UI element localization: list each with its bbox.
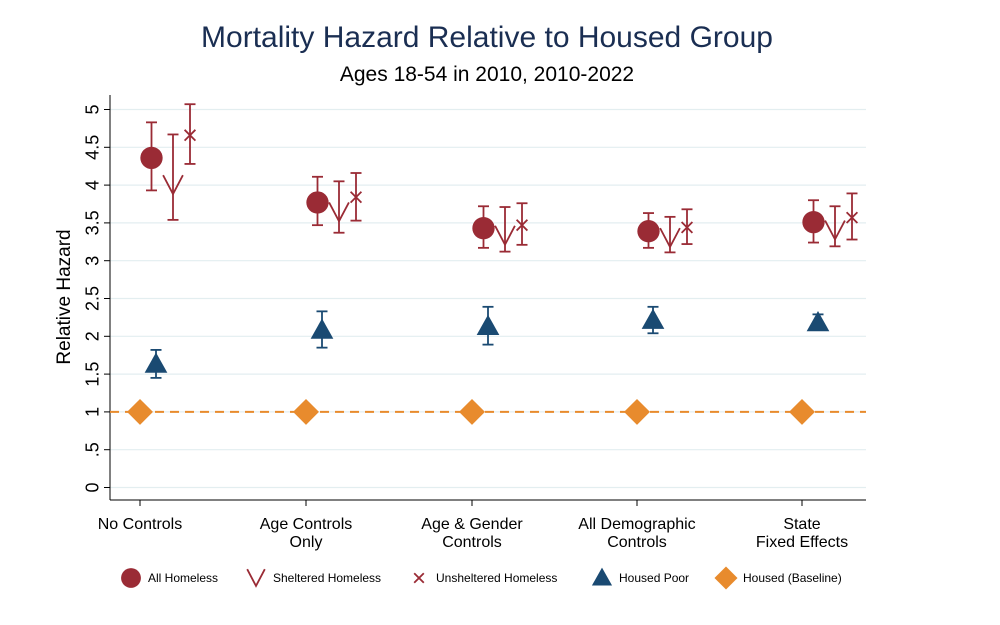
legend-item-sheltered-homeless: Sheltered Homeless: [246, 568, 381, 588]
housed-poor-marker: [476, 314, 500, 335]
unsheltered-homeless-point-0: [183, 103, 197, 165]
housed-baseline-marker: [293, 398, 319, 425]
y-tick-label: 3.5: [82, 210, 102, 235]
unsheltered-homeless-point-4: [845, 192, 859, 241]
y-tick-label: 1.5: [82, 362, 102, 387]
housed-poor-point-1: [310, 310, 334, 349]
legend-item-housed-poor: Housed Poor: [591, 567, 689, 586]
housed-baseline-point-4: [789, 398, 815, 425]
legend-label-housed-poor: Housed Poor: [619, 571, 689, 585]
sheltered-homeless-marker: [824, 220, 846, 242]
legend-item-unsheltered-homeless: Unsheltered Homeless: [413, 571, 557, 585]
x-category-label: Age Controls: [260, 516, 353, 533]
housed-baseline-marker: [127, 398, 153, 425]
housed-baseline-point-0: [127, 398, 153, 425]
y-tick-label: .5: [82, 442, 102, 457]
all-homeless-marker: [637, 220, 660, 243]
chart-subtitle: Ages 18-54 in 2010, 2010-2022: [340, 63, 634, 86]
housed-baseline-marker: [789, 398, 815, 425]
unsheltered-homeless-marker: [349, 191, 363, 204]
sheltered-homeless-marker: [494, 225, 516, 247]
x-category-label: State: [783, 516, 820, 533]
all-homeless-marker: [306, 191, 329, 214]
legend-marker-housed-baseline: [714, 566, 738, 590]
housed-baseline-point-2: [459, 398, 485, 425]
x-category-label: All Demographic: [578, 516, 695, 533]
housed-poor-marker: [310, 318, 334, 339]
legend-marker-housed-poor: [591, 567, 613, 586]
unsheltered-homeless-point-2: [515, 202, 529, 246]
all-homeless-marker: [472, 217, 495, 240]
sheltered-homeless-point-4: [824, 205, 846, 248]
y-tick-label: 4.5: [82, 135, 102, 160]
sheltered-homeless-point-3: [659, 215, 681, 254]
housed-poor-marker: [641, 308, 665, 329]
data-marks: [127, 103, 859, 425]
y-tick-label: 2: [82, 331, 102, 341]
gridlines: [110, 108, 866, 489]
housed-baseline-point-1: [293, 398, 319, 425]
all-homeless-point-4: [802, 199, 825, 244]
sheltered-homeless-marker: [659, 227, 681, 249]
housed-poor-point-3: [641, 305, 665, 335]
unsheltered-homeless-marker: [515, 219, 529, 232]
unsheltered-homeless-marker: [845, 211, 859, 224]
sheltered-homeless-point-1: [328, 180, 350, 234]
housed-baseline-marker: [624, 398, 650, 425]
x-category-label-line2: Controls: [607, 534, 667, 551]
legend-marker-sheltered-homeless: [246, 568, 266, 588]
axes: 0 .5 1 1.5 2 2.5 3 3.5 4 4.5 5: [82, 95, 866, 506]
x-category-label-line2: Fixed Effects: [756, 534, 848, 551]
y-tick-label: 3: [82, 256, 102, 266]
housed-poor-marker: [144, 352, 168, 373]
housed-baseline-marker: [459, 398, 485, 425]
x-category-label-line2: Controls: [442, 534, 502, 551]
x-category-label: Age & Gender: [421, 516, 523, 533]
all-homeless-point-0: [140, 121, 163, 192]
unsheltered-homeless-marker: [680, 221, 694, 234]
all-homeless-point-1: [306, 175, 329, 227]
y-tick-label: 5: [82, 104, 102, 114]
legend-item-all-homeless: All Homeless: [121, 568, 218, 588]
chart-title: Mortality Hazard Relative to Housed Grou…: [201, 21, 773, 54]
housed-poor-point-4: [806, 310, 830, 332]
x-category-label-line2: Only: [290, 534, 323, 551]
sheltered-homeless-marker: [162, 174, 184, 196]
legend: All Homeless Sheltered Homeless Unsheltere…: [121, 566, 842, 590]
y-tick-label: 4: [82, 180, 102, 190]
unsheltered-homeless-marker: [183, 129, 197, 142]
legend-label-housed-baseline: Housed (Baseline): [743, 571, 842, 585]
housed-poor-point-2: [476, 305, 500, 346]
unsheltered-homeless-point-3: [680, 208, 694, 245]
legend-item-housed-baseline: Housed (Baseline): [714, 566, 842, 590]
y-tick-label: 2.5: [82, 286, 102, 311]
legend-label-unsheltered-homeless: Unsheltered Homeless: [436, 571, 557, 585]
y-tick-label: 1: [82, 407, 102, 417]
all-homeless-point-3: [637, 212, 660, 249]
sheltered-homeless-marker: [328, 201, 350, 224]
x-category-label: No Controls: [98, 516, 182, 533]
all-homeless-marker: [802, 210, 825, 234]
legend-marker-unsheltered-homeless: [413, 572, 425, 584]
y-axis-label: Relative Hazard: [54, 229, 75, 364]
legend-label-sheltered-homeless: Sheltered Homeless: [273, 571, 381, 585]
all-homeless-marker: [140, 146, 163, 170]
sheltered-homeless-point-0: [162, 133, 184, 221]
housed-poor-point-0: [144, 349, 168, 379]
sheltered-homeless-point-2: [494, 206, 516, 253]
unsheltered-homeless-point-1: [349, 172, 363, 222]
housed-baseline-point-3: [624, 398, 650, 425]
y-tick-label: 0: [82, 482, 102, 492]
all-homeless-point-2: [472, 205, 495, 249]
legend-label-all-homeless: All Homeless: [148, 571, 218, 585]
housed-poor-marker: [806, 310, 830, 332]
legend-marker-all-homeless: [121, 568, 141, 588]
